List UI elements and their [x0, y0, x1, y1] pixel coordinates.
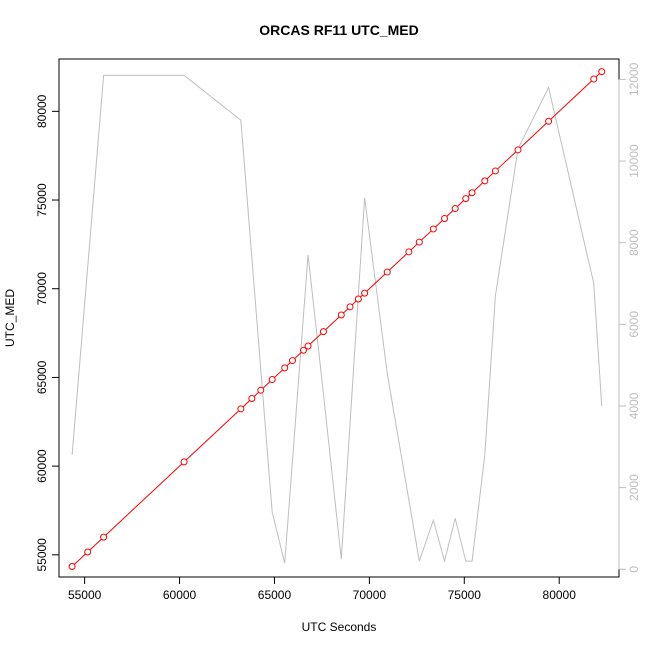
x-tick-label: 75000 — [448, 588, 482, 602]
data-point — [468, 189, 476, 197]
data-point — [319, 328, 327, 336]
x-tick-label: 60000 — [163, 588, 197, 602]
y2-tick-label: 4000 — [627, 392, 641, 419]
data-point — [84, 548, 92, 556]
data-point — [180, 458, 188, 466]
y-tick-label: 60000 — [35, 449, 49, 483]
plot-frame — [58, 58, 620, 578]
x-tick-label: 80000 — [543, 588, 577, 602]
data-point — [361, 289, 369, 297]
x-axis: 55000 60000 65000 70000 75000 80000 — [68, 576, 577, 602]
data-point — [68, 563, 76, 571]
y2-tick-label: 10000 — [627, 144, 641, 178]
data-point — [281, 364, 289, 372]
data-point — [257, 386, 265, 394]
y-axis-title: UTC_MED — [3, 289, 17, 347]
series-left-line — [71, 71, 603, 567]
data-point — [248, 395, 256, 403]
y-tick-label: 55000 — [35, 538, 49, 572]
data-point — [514, 146, 522, 154]
data-point — [462, 195, 470, 203]
series-right-line — [71, 74, 603, 564]
y-tick-label: 65000 — [35, 360, 49, 394]
x-tick-label: 70000 — [353, 588, 387, 602]
data-point — [481, 177, 489, 185]
chart-title: ORCAS RF11 UTC_MED — [259, 22, 418, 38]
data-point — [545, 117, 553, 125]
data-point — [288, 357, 296, 365]
y-tick-label: 80000 — [35, 94, 49, 128]
data-point — [268, 376, 276, 384]
y2-tick-label: 0 — [627, 566, 641, 573]
y2-tick-label: 8000 — [627, 229, 641, 256]
data-point — [429, 225, 437, 233]
data-point — [346, 303, 354, 311]
data-point — [405, 248, 413, 256]
data-point — [451, 205, 459, 213]
data-point — [300, 346, 307, 354]
data-point — [590, 75, 598, 83]
series-right — [71, 74, 603, 564]
y-axis-right: 0 2000 4000 6000 8000 10000 12000 — [618, 62, 641, 573]
data-point — [337, 311, 345, 319]
x-tick-label: 55000 — [68, 588, 102, 602]
y2-tick-label: 12000 — [627, 62, 641, 96]
x-tick-label: 65000 — [258, 588, 292, 602]
y-tick-label: 70000 — [35, 272, 49, 306]
x-axis-title: UTC Seconds — [302, 620, 377, 634]
data-point — [354, 295, 362, 303]
y2-tick-label: 2000 — [627, 474, 641, 501]
y-tick-label: 75000 — [35, 183, 49, 217]
data-point — [383, 268, 391, 276]
data-point — [100, 533, 108, 541]
data-point — [304, 342, 312, 350]
data-point — [441, 214, 449, 222]
data-point — [491, 167, 499, 175]
series-left — [68, 68, 606, 571]
data-point — [598, 68, 606, 76]
data-point — [415, 238, 423, 246]
y2-tick-label: 6000 — [627, 311, 641, 338]
y-axis-left: 55000 60000 65000 70000 75000 80000 — [35, 94, 60, 572]
data-point — [237, 405, 245, 413]
